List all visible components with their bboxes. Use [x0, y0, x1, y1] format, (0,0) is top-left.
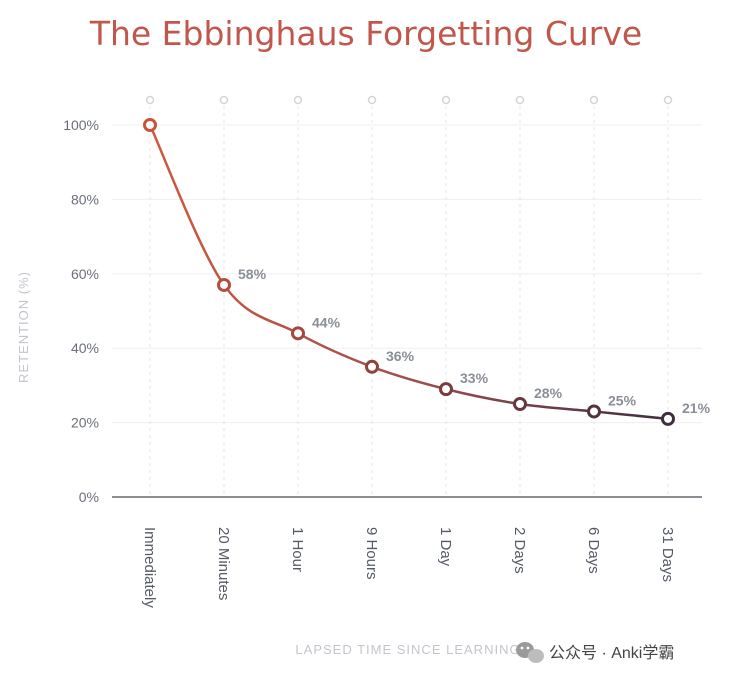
x-tick-label: 2 Days	[511, 527, 528, 574]
top-marker	[219, 95, 229, 105]
x-tick-label: 1 Day	[437, 527, 454, 567]
data-point	[513, 397, 527, 411]
x-axis-label: LAPSED TIME SINCE LEARNING	[295, 642, 520, 657]
wechat-icon	[516, 642, 544, 663]
data-point	[661, 411, 675, 426]
top-marker	[293, 95, 303, 105]
series-retention: 58% 44% 36% 33% 28% 25% 21%	[143, 118, 711, 426]
axes: 0% 20% 40% 60% 80% 100% Immediately 20 Minutes 1…	[63, 117, 702, 608]
top-marker	[367, 95, 377, 105]
y-tick-label: 20%	[71, 415, 99, 431]
x-tick-label: 6 Days	[585, 527, 602, 574]
x-tick-label: Immediately	[141, 527, 158, 608]
y-tick-label: 0%	[79, 489, 99, 505]
data-label: 44%	[312, 314, 341, 330]
watermark-text: 公众号 · Anki学霸	[549, 644, 674, 662]
data-point	[143, 118, 157, 132]
y-tick-label: 80%	[71, 191, 99, 207]
x-tick-label: 31 Days	[659, 527, 676, 582]
data-label: 28%	[534, 385, 563, 401]
top-marker	[589, 95, 599, 105]
x-tick-label: 9 Hours	[363, 527, 380, 580]
y-tick-label: 40%	[71, 340, 99, 356]
y-tick-label: 100%	[63, 117, 99, 133]
watermark: 公众号 · Anki学霸	[516, 642, 674, 663]
y-axis-label: RETENTION (%)	[16, 271, 31, 383]
series-line	[148, 124, 669, 421]
data-point	[365, 359, 379, 374]
y-tick-label: 60%	[71, 266, 99, 282]
top-marker	[441, 95, 451, 105]
top-marker	[663, 95, 673, 105]
data-label: 33%	[460, 370, 489, 386]
top-marker	[145, 95, 155, 105]
data-label: 36%	[386, 348, 415, 364]
data-label: 21%	[682, 400, 711, 416]
x-tick-label: 1 Hour	[289, 527, 306, 572]
x-tick-label: 20 Minutes	[215, 527, 232, 600]
grid	[112, 95, 702, 497]
data-point	[217, 277, 231, 292]
chart-title: The Ebbinghaus Forgetting Curve	[89, 14, 642, 53]
data-point	[291, 326, 305, 341]
data-point	[439, 382, 453, 397]
data-label: 25%	[608, 392, 637, 408]
top-marker	[515, 95, 525, 105]
data-point	[587, 404, 601, 419]
data-label: 58%	[238, 266, 267, 282]
